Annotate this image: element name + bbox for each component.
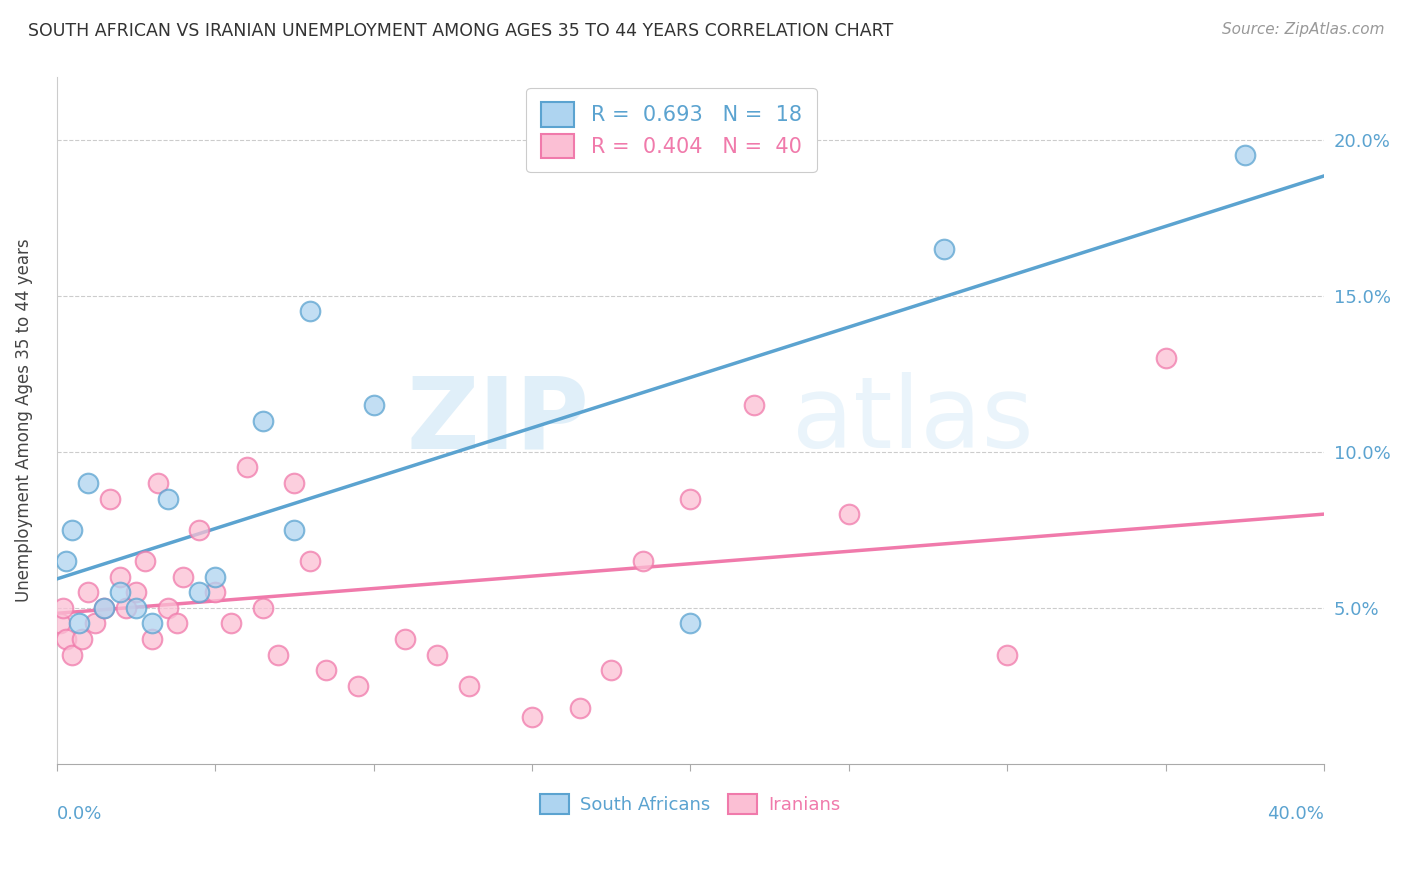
- Point: [204, 585, 226, 599]
- Point: [166, 616, 188, 631]
- Point: [995, 648, 1018, 662]
- Point: [252, 600, 274, 615]
- Text: 40.0%: 40.0%: [1267, 805, 1324, 823]
- Point: [188, 523, 211, 537]
- Point: [62, 523, 84, 537]
- Point: [600, 663, 623, 677]
- Point: [236, 460, 259, 475]
- Point: [156, 600, 179, 615]
- Point: [70, 632, 93, 646]
- Point: [141, 616, 163, 631]
- Point: [55, 554, 77, 568]
- Point: [267, 648, 290, 662]
- Point: [932, 242, 955, 256]
- Point: [1154, 351, 1177, 366]
- Point: [172, 569, 194, 583]
- Point: [108, 569, 131, 583]
- Point: [108, 585, 131, 599]
- Text: atlas: atlas: [792, 372, 1033, 469]
- Point: [77, 585, 100, 599]
- Point: [93, 600, 115, 615]
- Text: ZIP: ZIP: [406, 372, 589, 469]
- Point: [838, 507, 860, 521]
- Point: [55, 632, 77, 646]
- Point: [146, 476, 169, 491]
- Point: [283, 523, 305, 537]
- Text: SOUTH AFRICAN VS IRANIAN UNEMPLOYMENT AMONG AGES 35 TO 44 YEARS CORRELATION CHAR: SOUTH AFRICAN VS IRANIAN UNEMPLOYMENT AM…: [28, 22, 893, 40]
- Point: [742, 398, 765, 412]
- Point: [156, 491, 179, 506]
- Point: [568, 700, 591, 714]
- Point: [363, 398, 385, 412]
- Point: [62, 648, 84, 662]
- Legend: South Africans, Iranians: South Africans, Iranians: [531, 785, 849, 823]
- Point: [67, 616, 90, 631]
- Point: [252, 414, 274, 428]
- Point: [426, 648, 449, 662]
- Point: [219, 616, 242, 631]
- Point: [299, 304, 322, 318]
- Point: [394, 632, 416, 646]
- Point: [679, 491, 702, 506]
- Point: [631, 554, 654, 568]
- Point: [204, 569, 226, 583]
- Text: 0.0%: 0.0%: [56, 805, 103, 823]
- Point: [1234, 148, 1257, 162]
- Point: [125, 585, 148, 599]
- Point: [520, 710, 543, 724]
- Point: [299, 554, 322, 568]
- Point: [457, 679, 479, 693]
- Point: [83, 616, 105, 631]
- Point: [115, 600, 138, 615]
- Point: [52, 600, 75, 615]
- Point: [679, 616, 702, 631]
- Point: [141, 632, 163, 646]
- Point: [125, 600, 148, 615]
- Point: [77, 476, 100, 491]
- Point: [346, 679, 368, 693]
- Point: [188, 585, 211, 599]
- Point: [100, 491, 122, 506]
- Y-axis label: Unemployment Among Ages 35 to 44 years: Unemployment Among Ages 35 to 44 years: [15, 239, 32, 602]
- Point: [283, 476, 305, 491]
- Text: Source: ZipAtlas.com: Source: ZipAtlas.com: [1222, 22, 1385, 37]
- Point: [315, 663, 337, 677]
- Point: [49, 616, 72, 631]
- Point: [93, 600, 115, 615]
- Point: [134, 554, 156, 568]
